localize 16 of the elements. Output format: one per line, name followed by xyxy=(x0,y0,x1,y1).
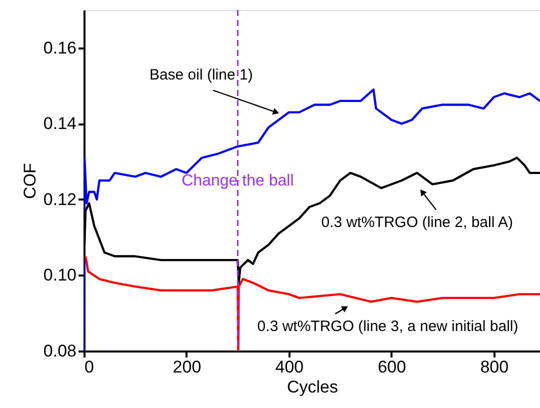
y-tick-label: 0.08 xyxy=(43,342,76,360)
annotation: 0.3 wt%TRGO (line 3, a new initial ball) xyxy=(257,318,518,335)
x-axis-title: Cycles xyxy=(286,378,338,396)
ref-line-label: Change the ball xyxy=(182,172,294,190)
y-tick-label: 0.10 xyxy=(43,266,76,285)
x-tick-label: 600 xyxy=(378,358,406,376)
y-axis-title: COF xyxy=(20,163,40,199)
y-tick-label: 0.12 xyxy=(43,190,76,209)
annotation: Base oil (line 1) xyxy=(149,66,253,84)
x-tick-label: 400 xyxy=(275,358,304,376)
x-tick-label: 200 xyxy=(172,358,202,376)
x-tick-label: 800 xyxy=(480,358,509,376)
y-tick-label: 0.14 xyxy=(43,114,76,134)
annotation: 0.3 wt%TRGO (line 2, ball A) xyxy=(321,214,514,231)
y-tick-label: 0.16 xyxy=(43,38,76,58)
x-tick-label: 0 xyxy=(84,358,94,376)
